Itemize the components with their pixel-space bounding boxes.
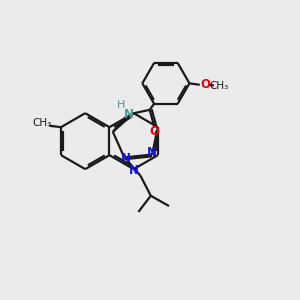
Text: CH₃: CH₃ [32,118,52,128]
Text: N: N [121,152,131,165]
Text: O: O [150,125,160,138]
Text: N: N [124,108,134,121]
Text: N: N [129,164,139,177]
Text: CH₃: CH₃ [209,81,229,91]
Text: H: H [117,100,125,110]
Text: N: N [147,146,157,159]
Text: O: O [200,78,210,91]
